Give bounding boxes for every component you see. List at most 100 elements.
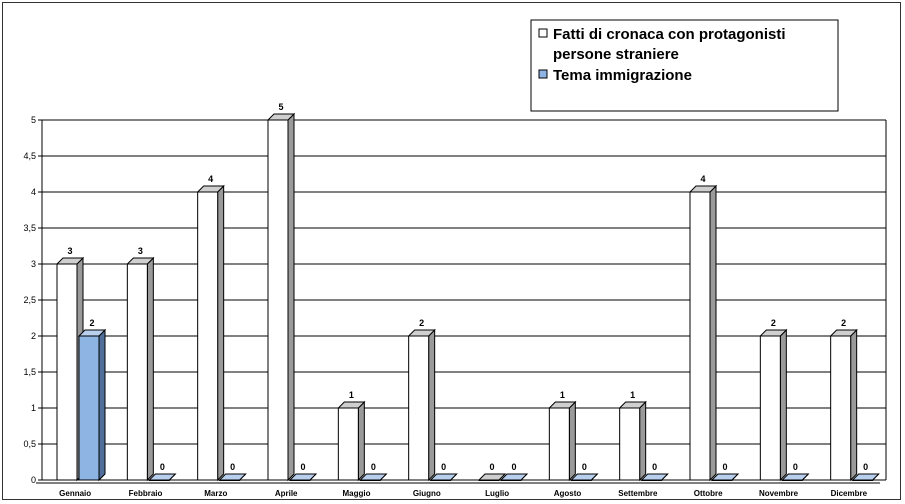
bar-side	[709, 184, 717, 482]
bar-front	[689, 191, 711, 481]
bar-front	[78, 335, 100, 481]
data-label-series-2: 0	[441, 462, 446, 472]
data-label-series-1: 2	[771, 318, 776, 328]
bar-front	[570, 479, 592, 481]
legend-swatch-series-1	[538, 28, 548, 38]
legend-label-series-1-line-1: Fatti di cronaca con protagonisti	[553, 26, 786, 43]
data-label-series-1: 3	[138, 246, 143, 256]
data-label-series-2: 0	[863, 462, 868, 472]
y-tick-label: 0,5	[23, 439, 36, 449]
data-label-series-1: 2	[419, 318, 424, 328]
y-tick-label: 5	[31, 115, 36, 125]
data-label-series-2: 0	[652, 462, 657, 472]
bar-front	[759, 335, 781, 481]
bar-side	[779, 328, 787, 482]
bar-series-1	[688, 184, 718, 482]
bar-series-1	[548, 400, 577, 482]
data-label-series-1: 1	[349, 390, 354, 400]
x-category-label: Maggio	[343, 489, 371, 498]
x-category-label: Aprile	[275, 489, 298, 498]
bar-top	[781, 473, 810, 481]
y-tick-label: 2,5	[23, 295, 36, 305]
bar-series-2	[288, 473, 318, 481]
bar-series-1	[829, 328, 858, 482]
y-tick-label: 1	[31, 403, 36, 413]
x-category-label: Giugno	[413, 489, 441, 498]
data-label-series-2: 0	[582, 462, 587, 472]
data-label-series-2: 0	[371, 462, 376, 472]
bar-top	[429, 473, 458, 481]
bars-layer	[55, 112, 880, 482]
bar-front	[711, 479, 733, 481]
bar-series-1	[196, 184, 225, 482]
bar-side	[568, 400, 576, 482]
bar-series-2	[218, 473, 247, 481]
grid-layer	[42, 119, 887, 481]
bar-series-2	[148, 473, 177, 481]
data-label-series-2: 0	[300, 462, 305, 472]
bar-front	[430, 479, 452, 481]
bar-series-1	[618, 400, 647, 482]
x-category-label: Gennaio	[59, 489, 91, 498]
y-tick-label: 0	[31, 475, 36, 485]
bar-side	[357, 400, 365, 482]
bar-top	[218, 473, 247, 481]
data-label-series-1: 1	[630, 390, 635, 400]
bar-front	[830, 335, 852, 481]
bar-series-1	[407, 328, 436, 482]
bar-front	[500, 479, 522, 481]
data-label-series-2: 0	[793, 462, 798, 472]
bar-front	[289, 479, 311, 481]
x-category-label: Luglio	[485, 489, 509, 498]
x-category-label: Febbraio	[129, 489, 163, 498]
y-tick-label: 1,5	[23, 367, 36, 377]
y-tick-label: 4,5	[23, 151, 36, 161]
bar-series-1	[266, 112, 296, 482]
bar-front	[219, 479, 241, 481]
bar-series-2	[429, 473, 458, 481]
bar-series-2	[851, 473, 880, 481]
bar-front	[478, 479, 500, 481]
legend-label-series-1-line-2: persone straniere	[553, 46, 679, 63]
bar-front	[267, 119, 289, 481]
y-tick-label: 3,5	[23, 223, 36, 233]
bar-series-2	[640, 473, 669, 481]
bar-side	[287, 112, 295, 482]
bar-series-2	[781, 473, 810, 481]
bar-front	[148, 479, 170, 481]
bar-front	[197, 191, 219, 481]
bar-side	[639, 400, 647, 482]
bar-series-2	[77, 328, 107, 482]
bar-front	[852, 479, 874, 481]
bar-top	[851, 473, 880, 481]
x-category-label: Dicembre	[831, 489, 868, 498]
legend: Fatti di cronaca con protagonisti person…	[530, 19, 839, 112]
bar-top	[710, 473, 740, 481]
bar-series-2	[570, 473, 599, 481]
bar-front	[337, 407, 359, 481]
bar-series-1	[126, 256, 155, 482]
legend-label-series-2: Tema immigrazione	[553, 67, 692, 84]
data-label-series-1: 4	[208, 174, 213, 184]
bar-front	[781, 479, 803, 481]
x-category-label: Novembre	[759, 489, 799, 498]
labels-layer: 3 2 Gennaio 3 0 Febbraio 4 0 Marzo 5 0 Aprile 1 0 Magg…	[59, 102, 868, 498]
y-tick-label: 2	[31, 331, 36, 341]
bar-top	[477, 473, 507, 481]
data-label-series-1: 5	[278, 102, 283, 112]
bar-side	[850, 328, 858, 482]
bar-front	[408, 335, 430, 481]
data-label-series-2: 0	[230, 462, 235, 472]
bar-series-1	[337, 400, 366, 482]
bar-top	[570, 473, 599, 481]
legend-box	[530, 19, 839, 112]
bar-front	[548, 407, 570, 481]
bar-side	[98, 328, 106, 482]
bar-side	[146, 256, 154, 482]
data-label-series-2: 2	[89, 318, 94, 328]
data-label-series-1: 4	[700, 174, 705, 184]
data-label-series-1: 3	[67, 246, 72, 256]
data-label-series-2: 0	[511, 462, 516, 472]
